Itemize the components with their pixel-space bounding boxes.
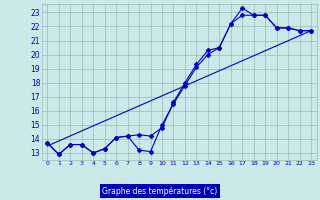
Text: Graphe des températures (°c): Graphe des températures (°c)	[102, 186, 218, 196]
